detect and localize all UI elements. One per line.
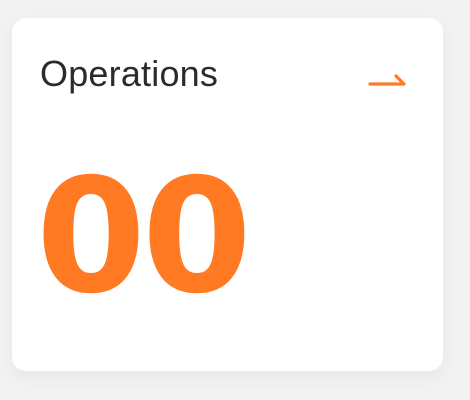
operations-card[interactable]: Operations 00 [12, 18, 443, 371]
card-title: Operations [40, 53, 219, 94]
operations-count: 00 [36, 145, 252, 329]
open-operations-button[interactable] [366, 64, 410, 92]
arrow-right-icon [366, 64, 410, 92]
